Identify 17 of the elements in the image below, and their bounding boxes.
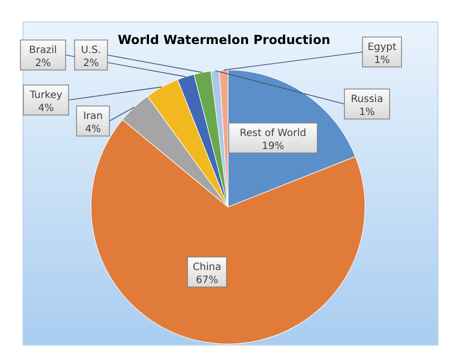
slice-label: U.S. xyxy=(80,45,102,56)
slice-label: Brazil xyxy=(29,45,57,56)
chart-title: World Watermelon Production xyxy=(118,32,330,47)
data-label: 1% xyxy=(359,107,375,118)
slice-label: Russia xyxy=(350,94,384,105)
slice-label: Turkey xyxy=(28,90,62,101)
data-label: 19% xyxy=(262,141,284,152)
slice-label: Rest of World xyxy=(240,128,306,139)
slice-label: Egypt xyxy=(368,42,396,53)
slice-label: China xyxy=(192,262,222,273)
data-label: 4% xyxy=(85,124,101,135)
data-label: 4% xyxy=(38,103,54,114)
data-label: 2% xyxy=(83,58,99,69)
data-label: 67% xyxy=(196,275,218,286)
slice-label: Iran xyxy=(83,111,103,122)
data-label: 1% xyxy=(374,55,390,66)
data-label: 2% xyxy=(35,58,51,69)
